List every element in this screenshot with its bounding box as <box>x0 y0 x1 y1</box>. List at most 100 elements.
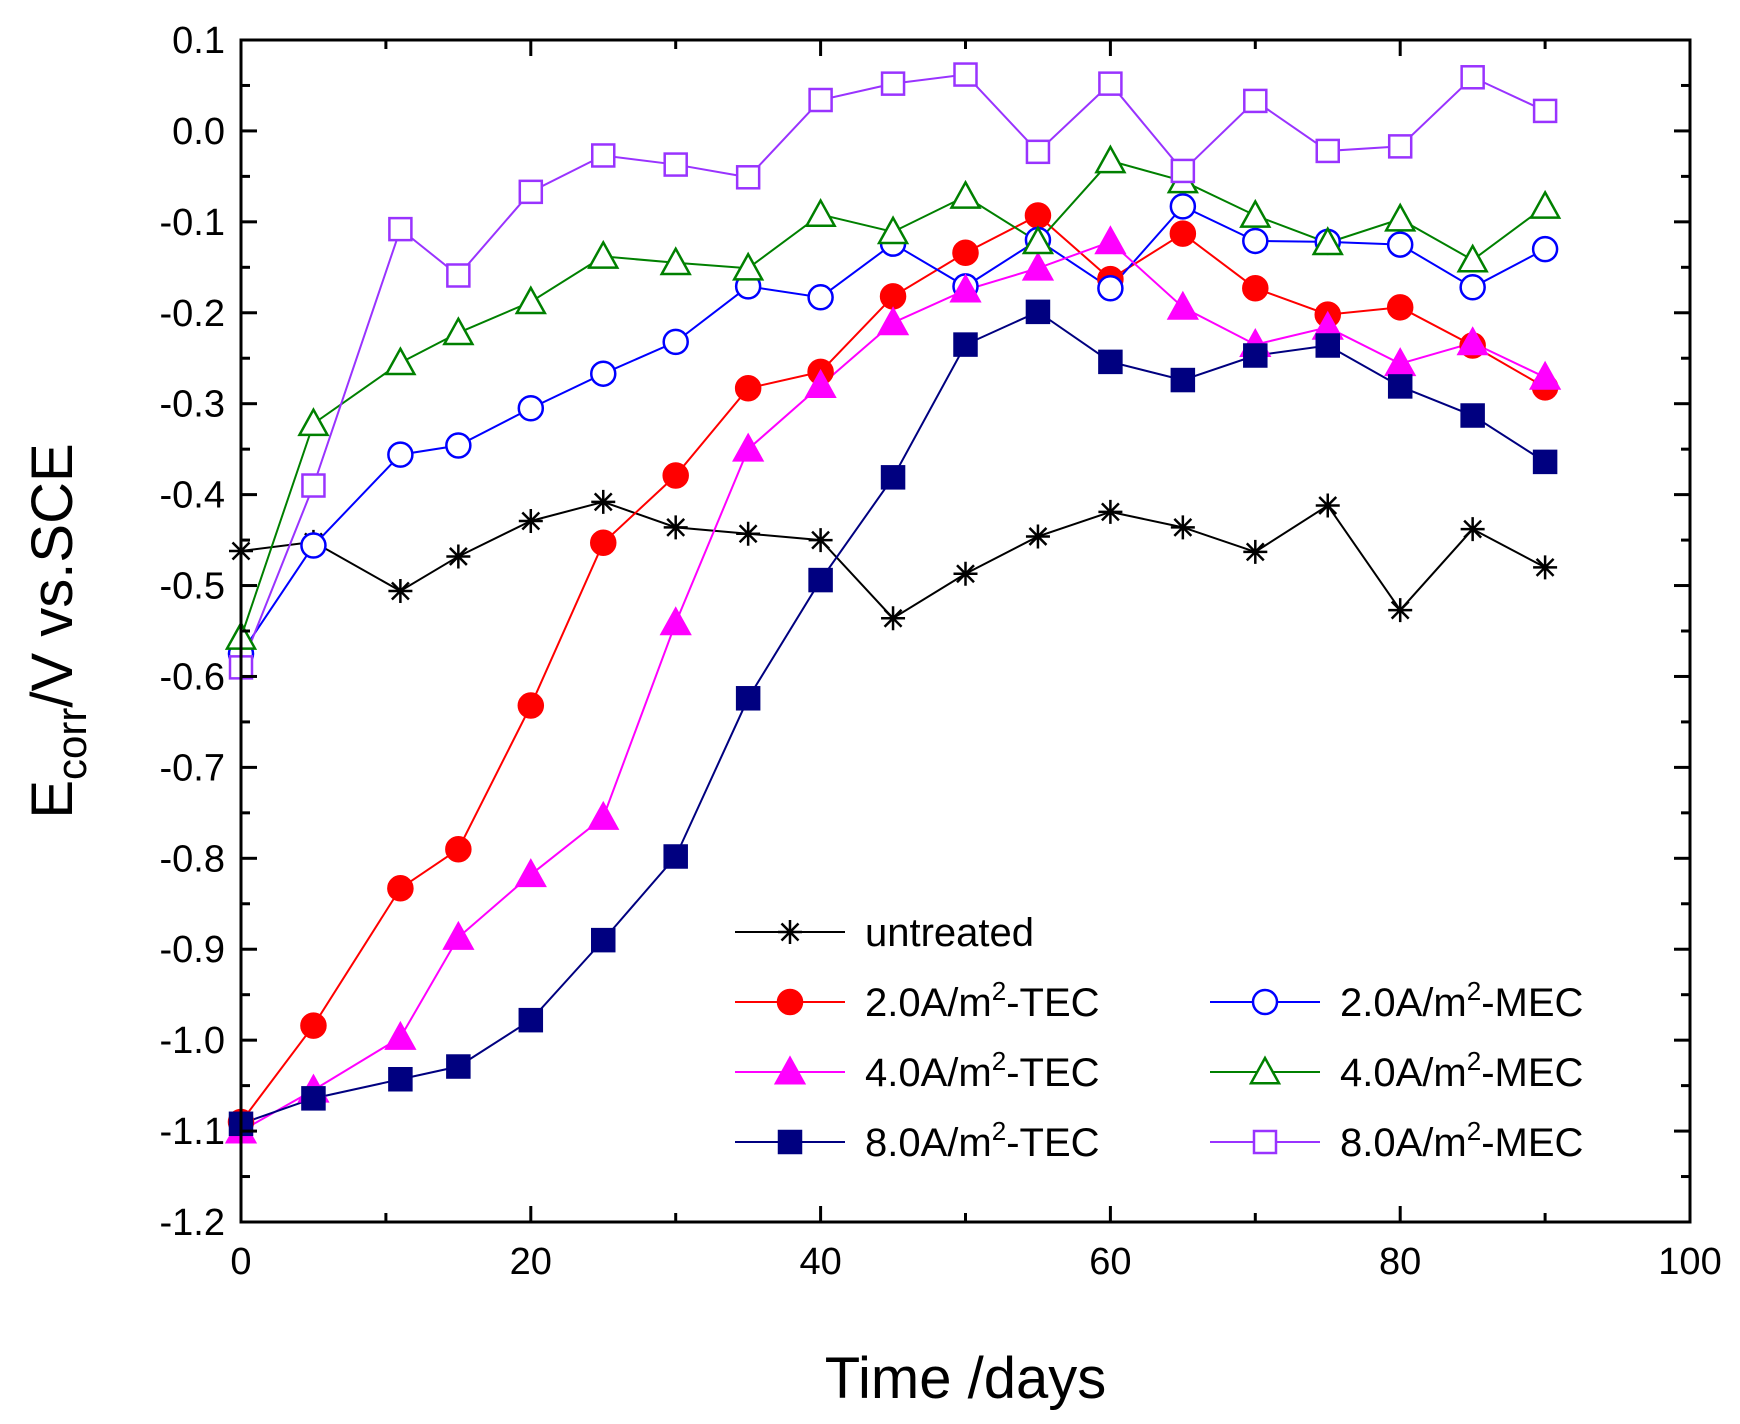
data-point-8-0a-m2-mec <box>591 143 616 168</box>
data-point-8-0a-m2-tec <box>880 465 906 490</box>
data-point-untreated <box>591 489 616 514</box>
data-point-4-0a-m2-mec <box>732 251 765 281</box>
x-tick-label: 80 <box>1379 1241 1421 1283</box>
data-point-8-0a-m2-tec <box>1387 374 1413 399</box>
data-point-8-0a-m2-tec <box>591 927 616 953</box>
data-point-2-0a-m2-mec <box>1531 235 1559 263</box>
data-point-2-0a-m2-mec <box>1097 274 1124 302</box>
data-point-4-0a-m2-mec <box>949 179 982 209</box>
data-point-4-0a-m2-mec <box>1094 144 1127 174</box>
data-point-4-0a-m2-mec <box>659 246 692 276</box>
data-point-4-0a-m2-mec <box>384 346 417 376</box>
data-point-8-0a-m2-tec <box>808 567 833 593</box>
data-point-8-0a-m2-tec <box>1098 349 1123 375</box>
data-point-4-0a-m2-mec <box>1528 189 1562 219</box>
legend-entry-untreated: untreated <box>735 911 1034 955</box>
data-point-2-0a-m2-mec <box>1386 231 1414 258</box>
y-tick-label: -0.3 <box>160 384 225 426</box>
data-point-2-0a-m2-mec <box>387 441 414 468</box>
data-point-8-0a-m2-mec <box>808 87 833 113</box>
legend-label-text: 4.0A/m <box>1340 1051 1467 1095</box>
x-axis-title: Time /days <box>825 1346 1106 1411</box>
data-point-4-0a-m2-tec <box>949 273 982 303</box>
data-point-4-0a-m2-mec <box>1384 202 1417 232</box>
x-tick-label: 40 <box>799 1241 841 1283</box>
data-point-4-0a-m2-mec <box>587 239 620 269</box>
data-point-untreated <box>1243 539 1268 564</box>
data-point-8-0a-m2-mec <box>953 62 978 87</box>
legend-label-sup: 2 <box>992 1116 1006 1146</box>
y-tick-label: -0.4 <box>160 475 225 517</box>
data-point-8-0a-m2-mec <box>446 263 471 288</box>
data-point-8-0a-m2-tec <box>1243 343 1268 368</box>
data-point-2-0a-m2-tec <box>590 529 617 557</box>
legend-label-text: 8.0A/m <box>865 1121 992 1165</box>
data-point-4-0a-m2-mec <box>1456 243 1489 273</box>
data-point-8-0a-m2-mec <box>388 216 413 242</box>
data-point-2-0a-m2-tec <box>1024 202 1052 229</box>
data-point-8-0a-m2-tec <box>1460 403 1485 428</box>
data-point-2-0a-m2-mec <box>1169 193 1197 220</box>
legend-marker <box>773 1055 807 1085</box>
data-point-8-0a-m2-mec <box>1315 138 1340 164</box>
legend-label-sup: 2 <box>1467 976 1481 1006</box>
data-point-8-0a-m2-tec <box>1315 333 1340 358</box>
data-point-4-0a-m2-mec <box>1021 225 1055 255</box>
y-axis-title: Ecorr/V vs.SCE <box>20 443 95 818</box>
data-point-8-0a-m2-tec <box>301 1086 326 1111</box>
y-tick-label: -0.5 <box>160 566 225 608</box>
legend-label-suffix: -TEC <box>1006 981 1099 1025</box>
y-tick-label: -1.2 <box>160 1202 225 1244</box>
data-point-8-0a-m2-tec <box>1025 299 1051 325</box>
legend-label: 8.0A/m2-MEC <box>1340 1116 1583 1165</box>
y-axis-title-main: E <box>20 780 85 819</box>
x-tick-label: 60 <box>1089 1241 1131 1283</box>
y-axis-title-subscript: corr <box>48 708 95 780</box>
legend-label-text: untreated <box>865 911 1034 955</box>
y-tick-label: -0.2 <box>160 293 225 335</box>
data-point-2-0a-m2-tec <box>1386 294 1414 321</box>
data-point-4-0a-m2-tec <box>1021 251 1055 281</box>
legend-label: 2.0A/m2-MEC <box>1340 976 1583 1025</box>
y-tick-label: 0.0 <box>172 111 225 153</box>
data-point-8-0a-m2-mec <box>1460 65 1485 90</box>
legend-label-suffix: -MEC <box>1481 1121 1583 1165</box>
legend-label: 8.0A/m2-TEC <box>865 1116 1100 1165</box>
data-point-4-0a-m2-mec <box>876 215 910 245</box>
data-point-8-0a-m2-mec <box>1387 134 1413 159</box>
data-point-8-0a-m2-mec <box>1243 88 1268 114</box>
legend-entry-8-0a-m2-mec: 8.0A/m2-MEC <box>1210 1116 1583 1165</box>
data-point-4-0a-m2-tec <box>804 368 837 398</box>
plot-markers <box>224 62 1562 1144</box>
data-point-4-0a-m2-mec <box>1239 198 1272 228</box>
legend-label-text: 2.0A/m <box>865 981 992 1025</box>
data-point-8-0a-m2-tec <box>1170 367 1196 393</box>
y-tick-label: -0.7 <box>160 747 225 789</box>
data-point-untreated <box>1025 524 1050 549</box>
legend-marker <box>1248 1055 1282 1085</box>
y-tick-label: 0.1 <box>172 20 225 62</box>
legend-label-suffix: -TEC <box>1006 1051 1099 1095</box>
data-point-2-0a-m2-mec <box>517 394 545 422</box>
data-point-untreated <box>663 515 688 540</box>
legend-label-sup: 2 <box>1467 1116 1481 1146</box>
data-point-8-0a-m2-mec <box>1098 71 1123 96</box>
legend-label-sup: 2 <box>992 1046 1006 1076</box>
data-point-2-0a-m2-mec <box>590 360 617 387</box>
data-point-8-0a-m2-mec <box>301 473 326 498</box>
data-point-2-0a-m2-mec <box>807 284 834 311</box>
data-point-untreated <box>388 578 413 603</box>
y-tick-label: -0.8 <box>160 838 225 880</box>
x-tick-label: 20 <box>510 1241 552 1283</box>
legend-entry-2-0a-m2-mec: 2.0A/m2-MEC <box>1210 976 1583 1025</box>
tick-labels: 0 20 40 60 80 100 0.1 0.0 -0.1 -0.2 -0.3 -0.4 -0.5 -0… <box>160 20 1722 1283</box>
data-point-2-0a-m2-mec <box>1242 227 1269 255</box>
data-point-2-0a-m2-mec <box>300 532 327 559</box>
data-point-2-0a-m2-tec <box>517 692 545 719</box>
data-point-8-0a-m2-mec <box>1170 158 1196 184</box>
data-point-8-0a-m2-tec <box>446 1054 471 1079</box>
data-point-8-0a-m2-mec <box>735 165 761 190</box>
